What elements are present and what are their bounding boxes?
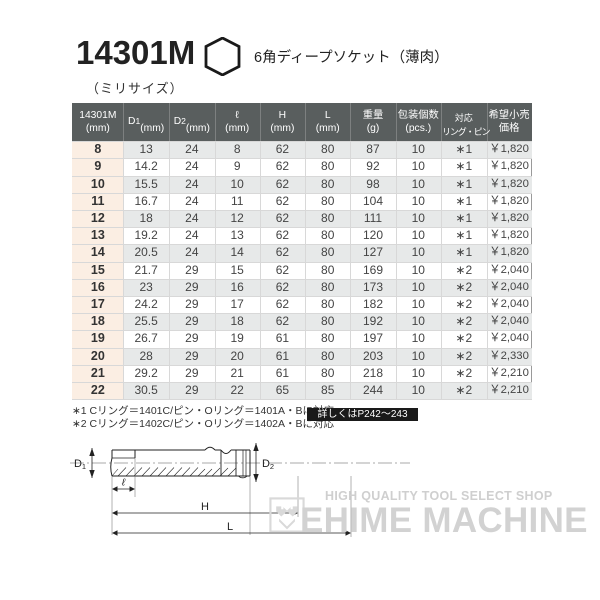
svg-text:H: H <box>201 501 209 513</box>
svg-text:ℓ: ℓ <box>121 478 126 489</box>
svg-text:L: L <box>227 521 233 533</box>
svg-text:D1: D1 <box>74 458 86 471</box>
svg-text:D2: D2 <box>262 458 274 471</box>
